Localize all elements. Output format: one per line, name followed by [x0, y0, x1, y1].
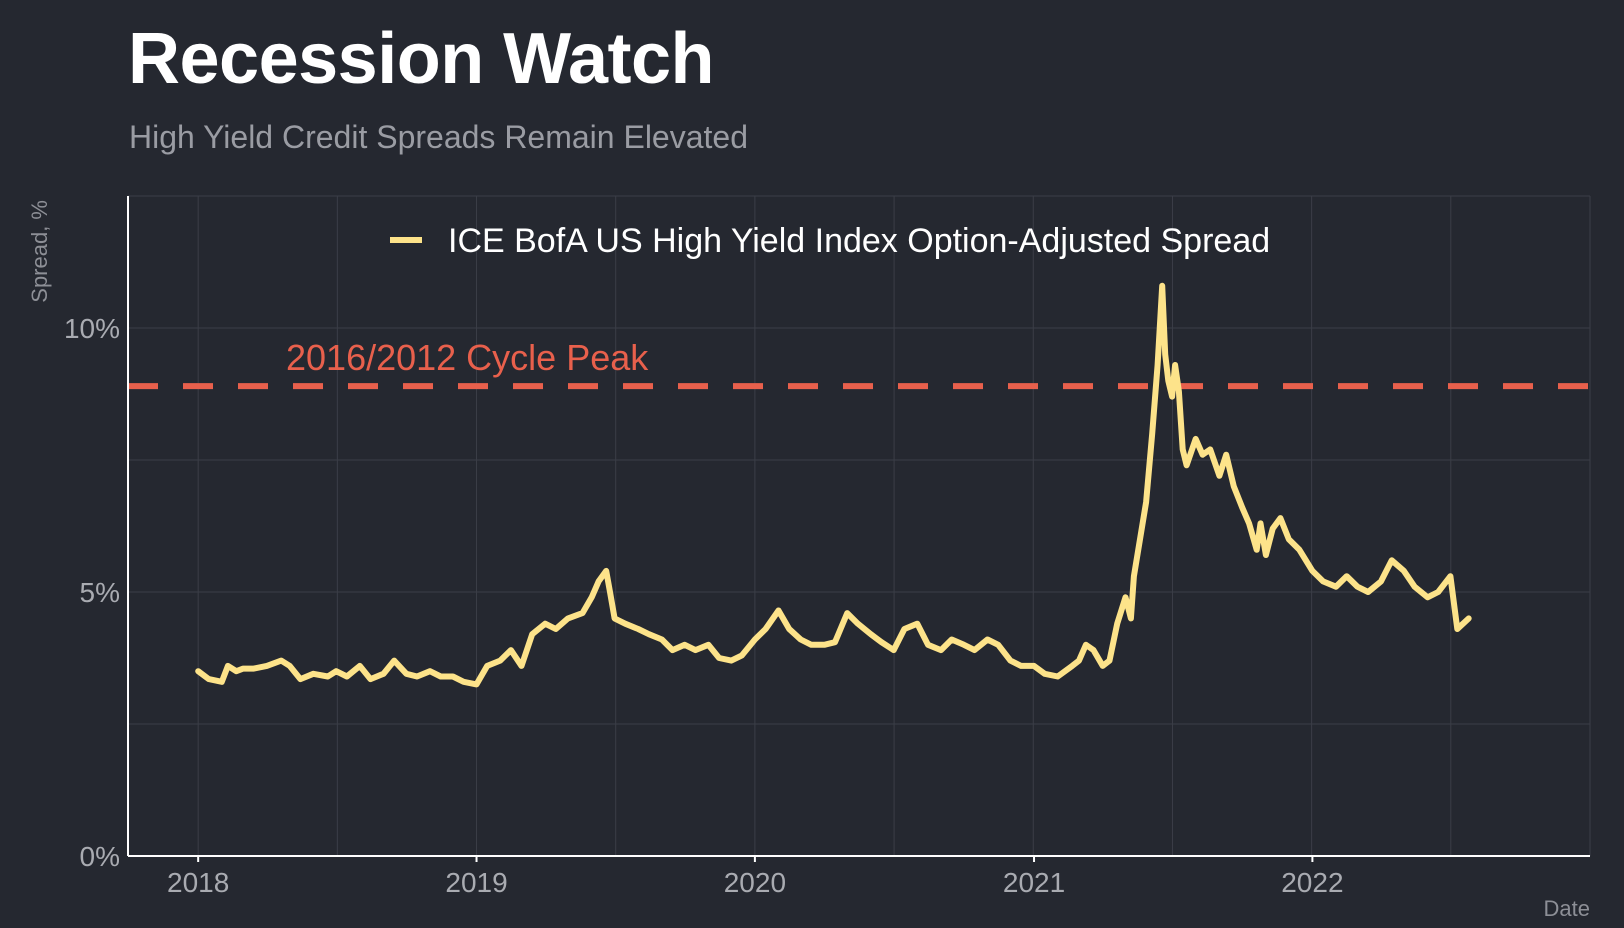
- x-tick-label: 2018: [167, 867, 229, 898]
- series-group: [195, 282, 1472, 688]
- chart-subtitle: High Yield Credit Spreads Remain Elevate…: [129, 119, 748, 155]
- x-tick-label: 2019: [445, 867, 507, 898]
- x-axis-title: Date: [1544, 896, 1590, 921]
- grid: [128, 195, 1591, 856]
- x-tick-label: 2021: [1003, 867, 1065, 898]
- reference-line-label: 2016/2012 Cycle Peak: [286, 337, 649, 378]
- x-tick-label: 2022: [1281, 867, 1343, 898]
- y-axis-title: Spread, %: [27, 200, 52, 303]
- y-tick-label: 0%: [80, 841, 120, 872]
- y-tick-label: 10%: [64, 313, 120, 344]
- x-tick-label: 2020: [724, 867, 786, 898]
- reference-line-group: 2016/2012 Cycle Peak: [128, 337, 1590, 390]
- series-line: [195, 282, 1472, 688]
- y-tick-label: 5%: [80, 577, 120, 608]
- legend-label: ICE BofA US High Yield Index Option-Adju…: [448, 222, 1270, 260]
- legend: ICE BofA US High Yield Index Option-Adju…: [390, 222, 1270, 260]
- axes: 0% 5% 10% 2018 2019 2020 2021 2022 Spread, % Date: [27, 196, 1590, 921]
- chart-title: Recession Watch: [128, 19, 715, 99]
